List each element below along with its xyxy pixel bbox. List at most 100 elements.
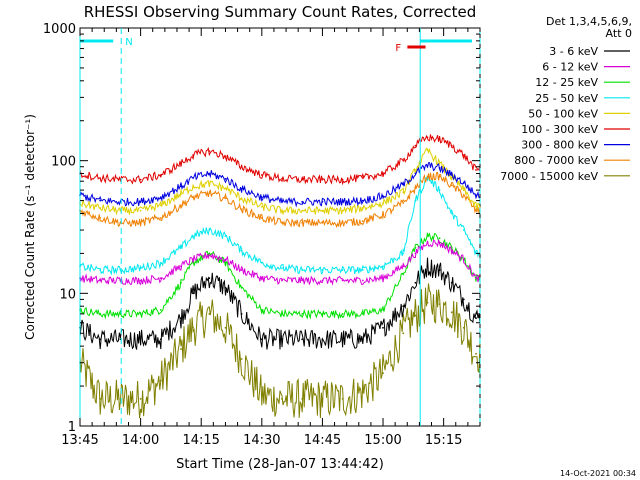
data-point	[450, 281, 453, 284]
data-point	[260, 205, 263, 208]
data-point	[180, 348, 182, 350]
data-point	[208, 150, 211, 153]
data-point	[450, 311, 453, 314]
y-tick-label: 1000	[43, 22, 76, 37]
data-point	[438, 242, 441, 244]
data-point	[139, 200, 142, 203]
legend-label: 3 - 6 keV	[549, 45, 598, 58]
data-point	[426, 301, 429, 304]
data-point	[139, 267, 142, 269]
data-point	[414, 187, 417, 190]
data-point	[414, 281, 417, 284]
data-point	[341, 338, 344, 341]
data-point	[450, 212, 453, 215]
data-point	[240, 313, 243, 315]
data-point	[462, 229, 465, 231]
data-point	[99, 279, 102, 282]
data-point	[438, 167, 441, 169]
data-point	[402, 332, 405, 335]
data-point	[438, 138, 441, 141]
legend-label: 300 - 800 keV	[521, 139, 598, 152]
y-axis-label: Corrected Count Rate (s⁻¹ detector⁻¹)	[23, 114, 37, 340]
data-point	[426, 235, 429, 238]
data-point	[281, 209, 283, 212]
data-point	[180, 193, 182, 196]
data-point	[224, 258, 227, 261]
data-point	[450, 144, 453, 147]
x-tick-label: 13:45	[61, 433, 98, 448]
data-point	[301, 279, 304, 282]
x-tick-label: 14:15	[182, 433, 219, 448]
data-point	[301, 209, 304, 212]
data-point	[438, 189, 441, 192]
data-point	[180, 162, 182, 165]
axis-layer: 13:45 14:00 14:15 14:30 14:45 15:00 15:15 1 10 10…	[43, 22, 481, 448]
data-point	[475, 277, 477, 280]
series-8	[79, 283, 481, 419]
data-point	[240, 208, 243, 211]
data-point	[301, 221, 304, 224]
data-point	[159, 174, 162, 176]
data-point	[224, 197, 227, 200]
data-point	[260, 196, 263, 199]
data-point	[321, 269, 324, 271]
data-point	[402, 265, 405, 268]
data-point	[361, 313, 364, 315]
series-line	[79, 171, 481, 228]
data-point	[208, 252, 211, 255]
data-point	[462, 189, 465, 192]
x-tick-label: 14:30	[243, 433, 280, 448]
data-point	[402, 273, 405, 275]
data-point	[260, 277, 263, 280]
series-line	[79, 283, 481, 419]
data-point	[382, 309, 384, 311]
data-point	[208, 192, 211, 195]
data-point	[99, 217, 102, 219]
data-point	[402, 252, 405, 255]
data-point	[240, 249, 243, 252]
data-point	[361, 338, 364, 341]
data-point	[208, 229, 211, 231]
data-point	[180, 204, 182, 207]
data-point	[414, 199, 417, 202]
data-point	[180, 185, 182, 188]
data-point	[450, 184, 453, 187]
data-point	[208, 313, 211, 315]
data-point	[208, 277, 211, 280]
data-point	[99, 398, 102, 400]
data-point	[192, 292, 195, 295]
data-point	[361, 207, 364, 209]
data-point	[321, 398, 324, 400]
data-point	[281, 398, 283, 400]
data-point	[341, 313, 344, 315]
data-point	[402, 191, 405, 194]
data-point	[192, 326, 195, 329]
data-point	[240, 358, 243, 360]
data-point	[224, 155, 227, 158]
data-point	[301, 269, 304, 271]
series-1	[79, 239, 481, 286]
data-point	[414, 247, 417, 249]
data-point	[260, 261, 263, 264]
data-point	[301, 200, 304, 203]
data-point	[139, 279, 142, 282]
data-point	[260, 394, 263, 397]
data-point	[414, 144, 417, 147]
annotation-layer: NF	[79, 28, 481, 426]
data-point	[438, 175, 441, 178]
data-point	[208, 254, 211, 256]
data-point	[321, 338, 324, 341]
series-line	[79, 257, 481, 350]
data-point	[402, 202, 405, 204]
data-point	[192, 177, 195, 179]
data-point	[361, 269, 364, 271]
data-point	[99, 338, 102, 341]
legend: Det 1,3,4,5,6,9,Att 0 3 - 6 keV 6 - 12 keV…	[500, 15, 632, 183]
x-axis-label: Start Time (28-Jan-07 13:44:42)	[176, 457, 384, 472]
data-point	[321, 221, 324, 224]
data-point	[341, 178, 344, 181]
data-point	[224, 261, 227, 264]
f-marker-label: F	[395, 43, 401, 54]
data-point	[192, 235, 195, 238]
